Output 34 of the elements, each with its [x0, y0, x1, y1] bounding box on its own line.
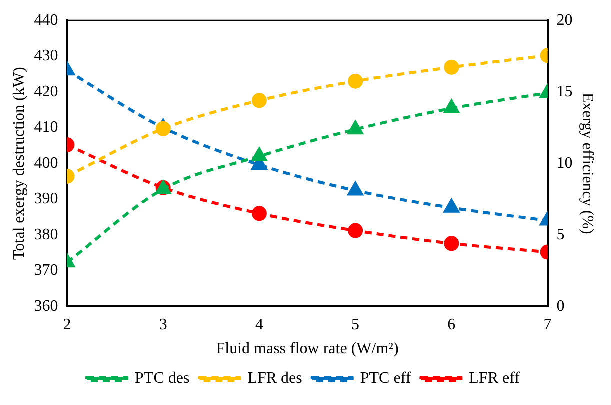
y-tick-label: 410	[34, 119, 58, 136]
point	[348, 182, 364, 196]
x-tick-label: 6	[448, 316, 456, 334]
point	[252, 148, 267, 162]
y2-tick-label: 15	[556, 83, 573, 100]
x-tick-label: 7	[544, 316, 552, 334]
x-tick-label: 2	[63, 316, 72, 334]
y-tick-label: 380	[34, 226, 58, 244]
point	[348, 74, 364, 89]
y-tick-label: 430	[34, 48, 58, 65]
y-tick-label: 360	[34, 298, 58, 315]
x-tick-label: 5	[352, 316, 360, 334]
y-tick-label: 370	[34, 262, 58, 280]
legend-label: PTC des	[135, 370, 190, 388]
point	[252, 93, 267, 108]
y-tick-label: 440	[34, 12, 58, 29]
y2-tick-label: 20	[556, 12, 573, 29]
legend-label: LFR eff	[469, 370, 521, 388]
x-tick-label: 3	[159, 316, 168, 334]
point	[252, 206, 267, 222]
y-tick-label: 400	[34, 154, 58, 172]
y2-tick-label: 10	[556, 154, 573, 172]
point	[348, 121, 364, 135]
legend-label: LFR des	[248, 370, 302, 388]
y-tick-label: 420	[34, 83, 58, 100]
x-tick-label: 4	[255, 316, 264, 334]
y-axis-title: Total exergy destruction (kW)	[10, 67, 28, 260]
x-axis-title: Fluid mass flow rate (W/m²)	[216, 340, 399, 358]
y-tick-label: 390	[34, 190, 58, 208]
y2-tick-label: 0	[556, 298, 565, 315]
point	[348, 223, 364, 238]
legend-label: PTC eff	[360, 370, 412, 388]
y2-axis-title: Exergy efficiency (%)	[579, 92, 596, 234]
y2-tick-label: 5	[556, 226, 565, 244]
